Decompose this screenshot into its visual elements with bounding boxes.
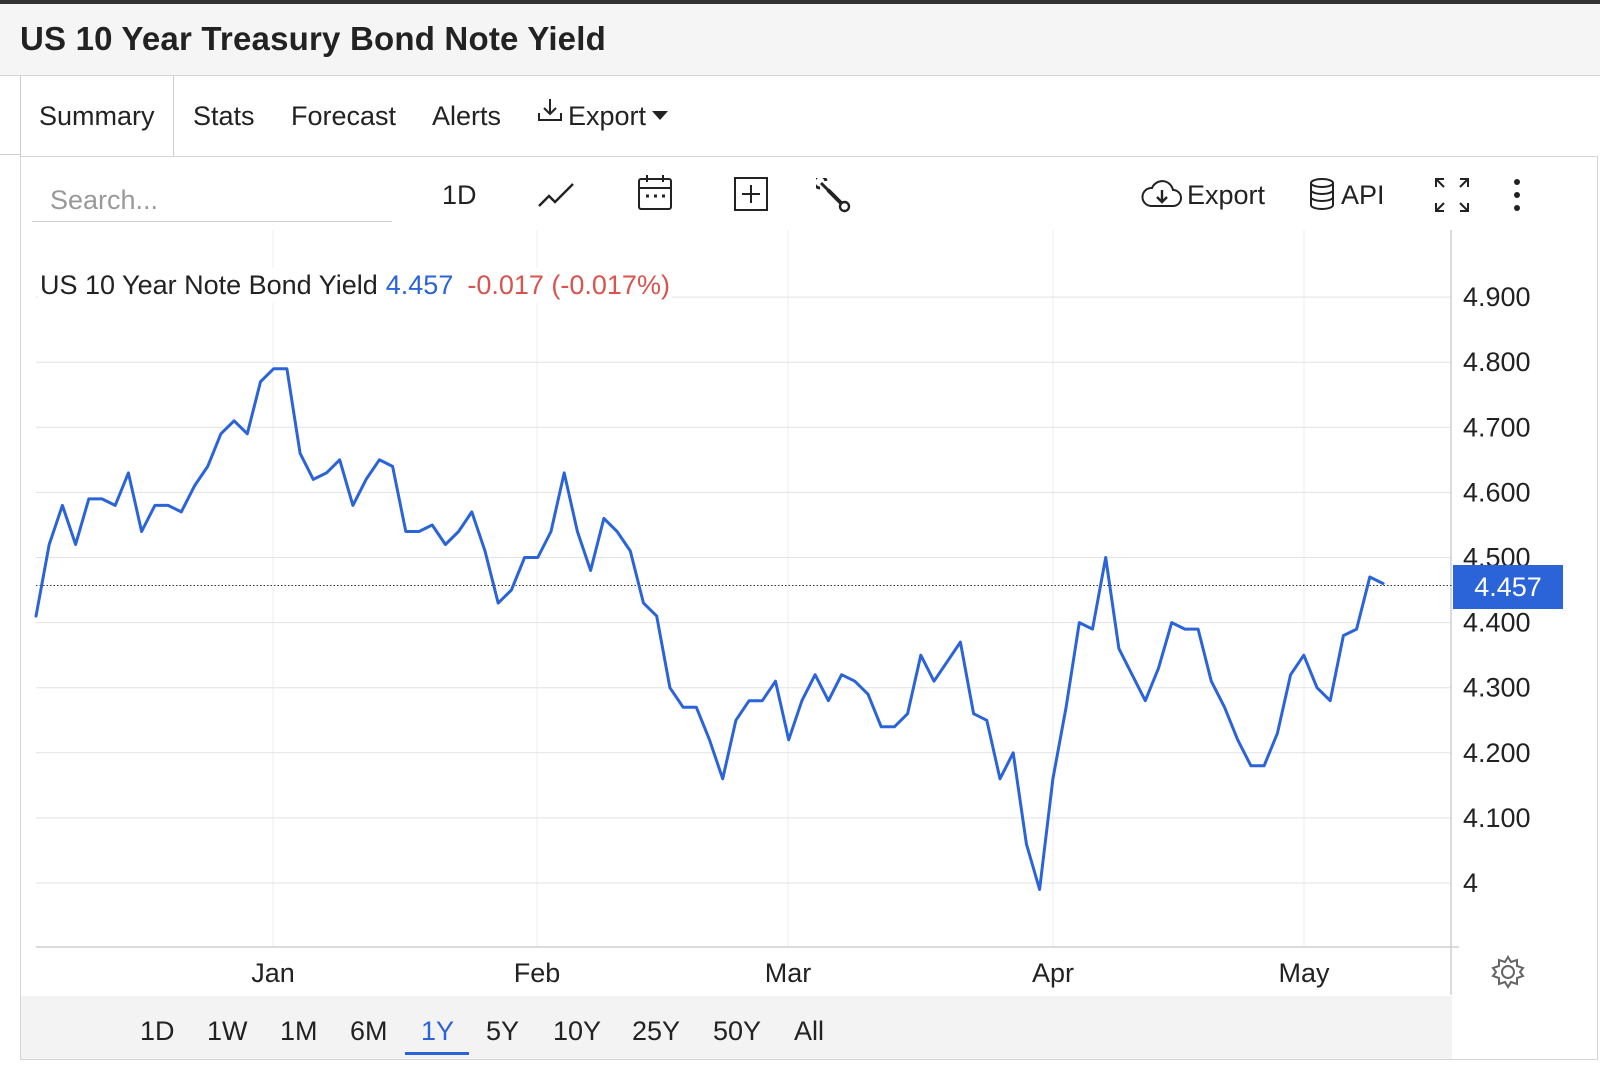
x-tick-label: Jan [251,958,295,988]
y-tick-label: 4.100 [1463,803,1531,833]
legend-value: 4.457 [385,270,454,300]
y-tick-label: 4.200 [1463,738,1531,768]
add-indicator-icon[interactable] [733,176,769,222]
api-button[interactable]: API [1309,172,1385,218]
interval-button[interactable]: 1D [442,172,477,218]
x-tick-label: Feb [514,958,561,988]
range-6m[interactable]: 6M [350,1016,388,1046]
chart-panel [20,156,1598,1060]
yield-series-line [34,367,1385,891]
range-1y[interactable]: 1Y [421,1016,455,1046]
legend-change: -0.017 (-0.017%) [467,270,670,300]
tab-bar: Summary Stats Forecast Alerts Export [0,76,1600,156]
range-1w[interactable]: 1W [207,1016,248,1046]
tab-summary[interactable]: Summary [20,76,174,156]
series-legend: US 10 Year Note Bond Yield 4.457 -0.017 (-… [38,268,672,303]
range-50y[interactable]: 50Y [713,1016,762,1046]
more-options-icon[interactable] [1507,176,1527,222]
tab-forecast-label: Forecast [291,101,397,131]
page-title: US 10 Year Treasury Bond Note Yield [20,20,606,57]
api-label: API [1341,180,1385,210]
tab-export[interactable]: Export [536,75,669,156]
x-tick-label: Apr [1032,958,1074,988]
y-tick-label: 4.700 [1463,412,1531,442]
fullscreen-icon[interactable] [1433,176,1471,222]
tab-alerts[interactable]: Alerts [432,76,501,156]
y-tick-label: 4.900 [1463,282,1531,312]
chart-type-icon[interactable] [537,176,575,222]
calendar-icon[interactable] [637,174,673,220]
y-tick-label: 4 [1463,868,1478,898]
range-selector-bar [21,996,1452,1059]
title-bar: US 10 Year Treasury Bond Note Yield [0,4,1600,76]
range-1d[interactable]: 1D [140,1016,175,1046]
current-price-tag: 4.457 [1453,565,1563,609]
download-icon [536,75,564,155]
range-all[interactable]: All [794,1016,825,1046]
tab-stats[interactable]: Stats [193,76,255,156]
chart-export-label: Export [1187,180,1266,210]
y-tick-label: 4.300 [1463,673,1531,703]
legend-series-name: US 10 Year Note Bond Yield [40,270,378,300]
wrench-icon[interactable] [816,178,852,224]
top-edge-line [0,0,1600,4]
tab-stats-label: Stats [193,101,255,131]
range-active-underline [405,1052,469,1055]
tab-bar-divider [0,154,20,155]
x-tick-label: May [1278,958,1330,988]
range-5y[interactable]: 5Y [486,1016,520,1046]
y-tick-label: 4.400 [1463,608,1531,638]
tab-alerts-label: Alerts [432,101,502,131]
tab-forecast[interactable]: Forecast [291,76,396,156]
y-tick-label: 4.800 [1463,347,1531,377]
tab-summary-label: Summary [39,101,155,131]
interval-label: 1D [442,180,477,210]
caret-down-icon [652,111,669,121]
search-input[interactable] [32,180,392,222]
range-25y[interactable]: 25Y [632,1016,681,1046]
settings-gear-icon[interactable] [1491,955,1525,994]
y-tick-label: 4.600 [1463,477,1531,507]
tab-export-label: Export [568,101,647,131]
range-1m[interactable]: 1M [280,1016,318,1046]
cloud-download-icon [1141,178,1183,210]
range-10y[interactable]: 10Y [553,1016,602,1046]
x-tick-label: Mar [765,958,812,988]
database-icon [1309,177,1335,211]
chart-export-button[interactable]: Export [1141,172,1265,218]
